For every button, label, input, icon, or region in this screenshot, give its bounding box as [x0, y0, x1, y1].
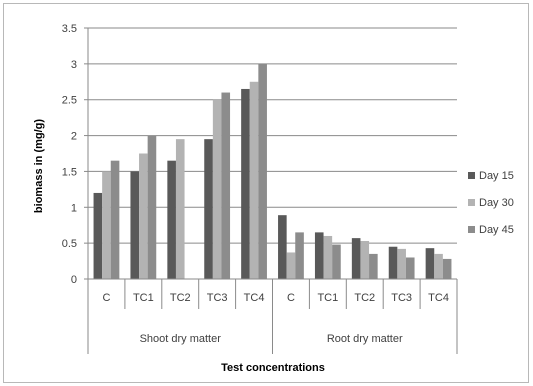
bar [139, 153, 148, 279]
x-tick-label: TC3 [207, 292, 228, 304]
bar [258, 63, 267, 279]
x-tick-label: TC4 [428, 292, 449, 304]
y-tick-label: 3.5 [62, 23, 77, 35]
bar [332, 244, 341, 279]
y-tick-label: 0 [71, 274, 77, 286]
bar [405, 257, 415, 279]
x-axis-title: Test concentrations [221, 362, 325, 374]
bar [351, 238, 361, 279]
bars [93, 63, 452, 280]
bar [442, 258, 452, 279]
x-tick-label: TC4 [244, 292, 265, 304]
y-tick-label: 0.5 [62, 238, 77, 250]
x-tick-label: TC2 [354, 292, 375, 304]
group-label: Shoot dry matter [140, 333, 222, 345]
bar [323, 235, 333, 279]
bar [278, 215, 287, 279]
bar [167, 160, 176, 279]
legend-label: Day 15 [479, 170, 514, 182]
y-tick-label: 3 [71, 59, 77, 71]
x-tick-label: TC2 [170, 292, 191, 304]
legend-swatch [468, 199, 475, 206]
bar [388, 246, 398, 279]
bar [369, 253, 378, 279]
bar [314, 232, 324, 279]
bar [110, 160, 120, 279]
bar [397, 248, 406, 279]
bar [425, 248, 435, 279]
bar [147, 135, 157, 279]
legend-swatch [468, 226, 475, 233]
bar [286, 252, 296, 279]
bar [241, 88, 250, 279]
y-tick-label: 1.5 [62, 166, 77, 178]
legend-label: Day 30 [479, 197, 514, 209]
y-axis-title: biomass in (mg/g) [33, 119, 45, 213]
bar [434, 253, 443, 279]
bar [93, 192, 103, 279]
y-tick-label: 2.5 [62, 95, 77, 107]
group-label: Root dry matter [327, 333, 403, 345]
bar [221, 92, 231, 280]
bar [295, 232, 304, 279]
bar [102, 171, 111, 279]
x-tick-label: TC1 [317, 292, 338, 304]
legend: Day 15 Day 30 Day 45 [468, 170, 514, 236]
x-tick-label: TC1 [133, 292, 154, 304]
legend-swatch [468, 172, 475, 179]
bar [204, 139, 213, 279]
bar [175, 139, 185, 279]
y-tick-label: 1 [71, 202, 77, 214]
y-tick-label: 2 [71, 131, 77, 143]
bar [130, 171, 140, 279]
bar [212, 99, 222, 279]
legend-label: Day 45 [479, 224, 514, 236]
x-tick-label: C [102, 292, 110, 304]
axes: 0 0.5 1 1.5 2 2.5 3 3.5 C TC1 TC2 TC3 TC4 C TC1 TC2 TC3 T… [62, 23, 458, 354]
bar [360, 240, 370, 279]
bar [249, 81, 259, 280]
x-tick-label: C [287, 292, 295, 304]
x-tick-label: TC3 [391, 292, 412, 304]
